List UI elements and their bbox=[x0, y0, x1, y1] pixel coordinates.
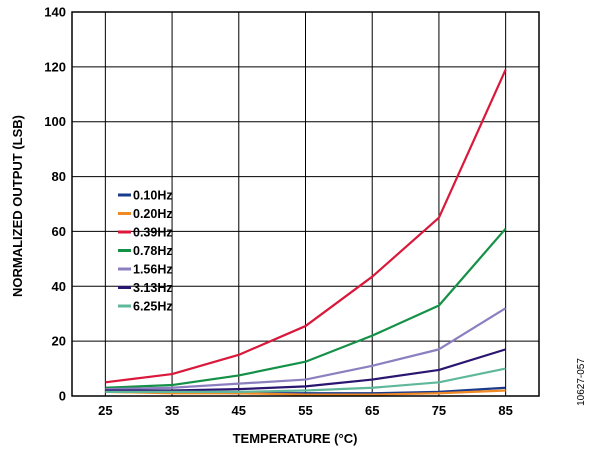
y-tick-label: 40 bbox=[52, 279, 66, 294]
series-line-0.20Hz bbox=[105, 389, 506, 396]
plot-frame bbox=[71, 11, 540, 397]
y-tick-label: 20 bbox=[52, 334, 66, 349]
series-lines bbox=[105, 69, 507, 396]
series-line-0.78Hz bbox=[105, 227, 507, 389]
legend-label: 3.13Hz bbox=[133, 281, 173, 295]
x-tick-label: 85 bbox=[498, 403, 512, 418]
legend-label: 0.78Hz bbox=[133, 244, 173, 258]
legend-label: 0.39Hz bbox=[133, 226, 173, 240]
y-tick-label: 60 bbox=[52, 224, 66, 239]
figure-id: 10627-057 bbox=[576, 358, 587, 406]
legend-label: 0.10Hz bbox=[133, 189, 173, 203]
x-tick-label: 45 bbox=[232, 403, 246, 418]
x-axis-label: TEMPERATURE (°C) bbox=[233, 431, 358, 446]
series-line-0.39Hz bbox=[105, 69, 507, 384]
series-line-3.13Hz bbox=[105, 348, 506, 392]
y-tick-label: 100 bbox=[44, 114, 66, 129]
legend-label: 0.20Hz bbox=[133, 207, 173, 221]
series-line-6.25Hz bbox=[105, 367, 506, 393]
grid bbox=[72, 11, 539, 397]
x-tick-label: 55 bbox=[298, 403, 312, 418]
x-tick-label: 75 bbox=[432, 403, 446, 418]
y-tick-label: 0 bbox=[59, 389, 66, 404]
y-tick-label: 80 bbox=[52, 169, 66, 184]
legend-label: 1.56Hz bbox=[133, 263, 173, 277]
x-tick-label: 25 bbox=[98, 403, 112, 418]
x-tick-label: 65 bbox=[365, 403, 379, 418]
legend: 0.10Hz 0.20Hz 0.39Hz 0.78Hz 1.56Hz 3.13Hz 6.25… bbox=[118, 189, 173, 314]
x-tick-label: 35 bbox=[165, 403, 179, 418]
y-tick-label: 140 bbox=[44, 5, 66, 20]
y-axis-label: NORMALIZED OUTPUT (LSB) bbox=[10, 115, 25, 297]
y-tick-labels: 0 20 40 60 80 100 120 140 bbox=[44, 5, 66, 404]
series-line-1.56Hz bbox=[105, 307, 507, 391]
x-tick-labels: 25 35 45 55 65 75 85 bbox=[98, 403, 513, 418]
legend-label: 6.25Hz bbox=[133, 300, 173, 314]
y-tick-label: 120 bbox=[44, 59, 66, 74]
